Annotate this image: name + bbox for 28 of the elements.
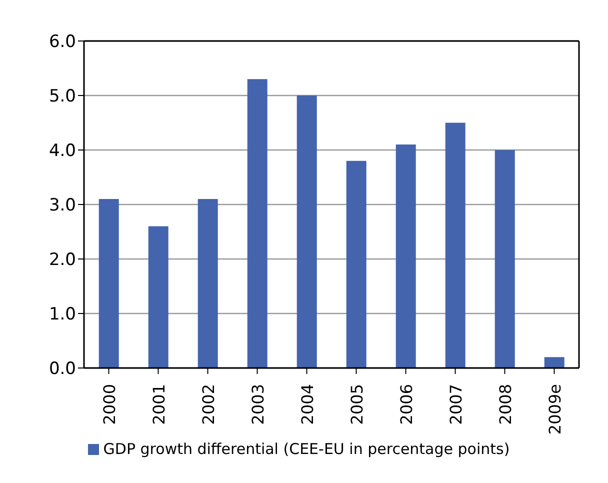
bar — [296, 96, 317, 368]
bar — [198, 199, 218, 368]
y-tick-label: 2.0 — [48, 250, 76, 270]
x-tick-label: 2001 — [149, 384, 168, 425]
bar — [544, 357, 564, 368]
x-tick-label: 2004 — [298, 384, 317, 425]
x-tick-label: 2006 — [396, 384, 416, 425]
bar — [346, 160, 366, 368]
bar — [396, 144, 416, 368]
bar — [445, 122, 466, 368]
x-tick-label: 2008 — [496, 384, 515, 425]
x-tick-label: 2003 — [248, 384, 268, 425]
bar — [247, 79, 268, 368]
bar — [148, 226, 168, 368]
x-tick-label: 2005 — [347, 384, 366, 425]
x-tick-label: 2002 — [198, 384, 218, 425]
bar — [98, 199, 119, 368]
bar — [494, 150, 515, 368]
y-tick-label: 1.0 — [48, 304, 76, 325]
y-tick-label: 0.0 — [48, 359, 76, 380]
x-tick-label: 2007 — [446, 384, 466, 425]
legend-label: GDP growth differential (CEE-EU in percentage points) — [102, 440, 510, 458]
x-tick-label: 2009e — [545, 384, 564, 435]
x-tick-label: 2000 — [100, 384, 119, 425]
y-tick-label: 3.0 — [48, 196, 76, 216]
y-tick-label: 6.0 — [48, 32, 76, 52]
y-tick-label: 5.0 — [48, 86, 76, 107]
y-tick-label: 4.0 — [48, 141, 76, 162]
